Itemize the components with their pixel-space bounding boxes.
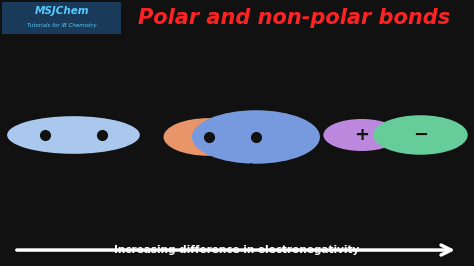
Text: Polar and non-polar bonds: Polar and non-polar bonds: [138, 8, 450, 28]
Circle shape: [192, 110, 320, 164]
Text: No sharing of
electrons in bond: No sharing of electrons in bond: [344, 163, 447, 184]
Text: Polar covalent
bond: Polar covalent bond: [197, 46, 282, 67]
Text: Non-polar
covalent bond: Non-polar covalent bond: [32, 46, 115, 67]
Text: Unequal sharing
of electrons: Unequal sharing of electrons: [191, 163, 288, 184]
Ellipse shape: [7, 116, 140, 154]
Text: +: +: [354, 126, 369, 144]
Circle shape: [164, 118, 254, 156]
Text: Ionic bond: Ionic bond: [365, 46, 427, 56]
Circle shape: [323, 119, 400, 151]
FancyBboxPatch shape: [2, 2, 121, 34]
Circle shape: [373, 115, 468, 155]
Text: $\delta^-$: $\delta^-$: [256, 98, 275, 111]
Text: MSJChem: MSJChem: [35, 6, 89, 16]
Text: Tutorials for IB Chemistry: Tutorials for IB Chemistry: [27, 23, 96, 28]
Text: Equal sharing of
electrons: Equal sharing of electrons: [26, 163, 121, 184]
Text: Increasing difference in electronegativity: Increasing difference in electronegativi…: [114, 245, 360, 255]
Text: −: −: [413, 126, 428, 144]
Text: $\delta^+$: $\delta^+$: [180, 103, 199, 118]
